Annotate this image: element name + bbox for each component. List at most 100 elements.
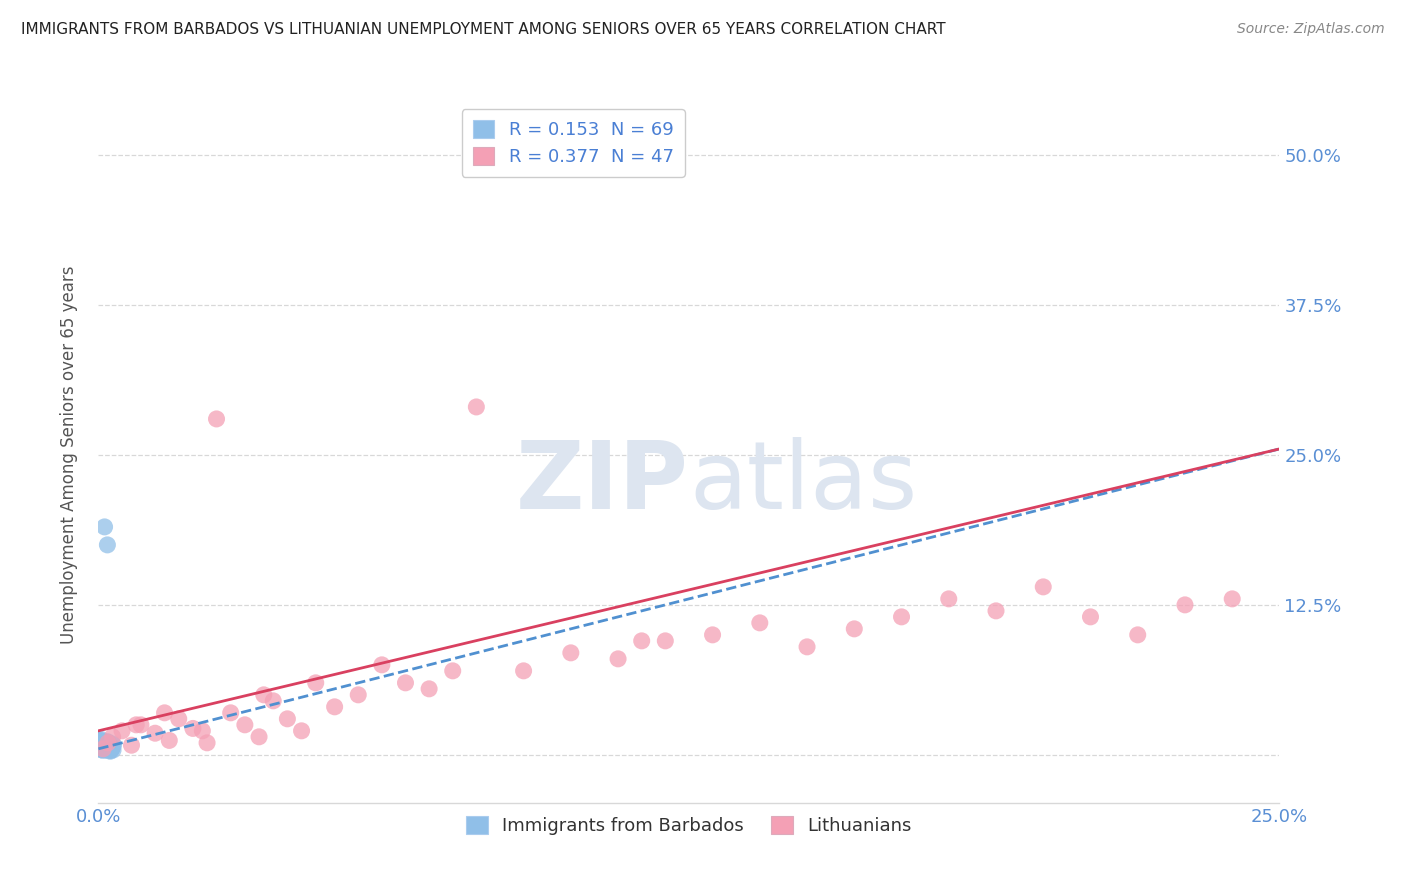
Text: ZIP: ZIP — [516, 437, 689, 529]
Y-axis label: Unemployment Among Seniors over 65 years: Unemployment Among Seniors over 65 years — [59, 266, 77, 644]
Point — [101, 730, 124, 744]
Point — [276, 712, 298, 726]
Point — [97, 738, 120, 752]
Point — [418, 681, 440, 696]
Point — [89, 734, 111, 748]
Point — [111, 723, 134, 738]
Point — [290, 723, 312, 738]
Point — [94, 736, 117, 750]
Point — [654, 633, 676, 648]
Point — [98, 737, 121, 751]
Point — [157, 733, 180, 747]
Point — [305, 676, 328, 690]
Point — [98, 743, 121, 757]
Point — [91, 741, 114, 756]
Point — [796, 640, 818, 654]
Point — [87, 733, 110, 747]
Point — [1032, 580, 1054, 594]
Point — [125, 718, 148, 732]
Point — [91, 740, 114, 755]
Point — [93, 738, 115, 752]
Point — [205, 412, 228, 426]
Point — [97, 738, 120, 752]
Point — [103, 738, 125, 752]
Point — [91, 743, 114, 757]
Point — [247, 730, 270, 744]
Point — [1174, 598, 1197, 612]
Point — [560, 646, 582, 660]
Text: IMMIGRANTS FROM BARBADOS VS LITHUANIAN UNEMPLOYMENT AMONG SENIORS OVER 65 YEARS : IMMIGRANTS FROM BARBADOS VS LITHUANIAN U… — [21, 22, 946, 37]
Point — [93, 737, 115, 751]
Point — [143, 726, 166, 740]
Point — [96, 538, 118, 552]
Point — [90, 737, 112, 751]
Point — [347, 688, 370, 702]
Point — [91, 737, 114, 751]
Point — [97, 736, 120, 750]
Point — [91, 739, 114, 754]
Point — [748, 615, 770, 630]
Point — [89, 736, 111, 750]
Point — [94, 740, 117, 755]
Point — [94, 743, 117, 757]
Point — [90, 740, 112, 755]
Point — [98, 743, 121, 757]
Point — [96, 741, 118, 756]
Point — [94, 740, 117, 755]
Point — [93, 741, 115, 756]
Point — [93, 738, 115, 752]
Point — [97, 736, 120, 750]
Point — [100, 739, 122, 754]
Point — [323, 699, 346, 714]
Point — [465, 400, 488, 414]
Point — [702, 628, 724, 642]
Point — [512, 664, 534, 678]
Point — [262, 694, 284, 708]
Point — [101, 740, 124, 755]
Point — [91, 739, 114, 754]
Point — [100, 741, 122, 756]
Point — [1126, 628, 1149, 642]
Point — [890, 610, 912, 624]
Point — [89, 739, 111, 754]
Point — [938, 591, 960, 606]
Point — [195, 736, 218, 750]
Point — [233, 718, 256, 732]
Point — [97, 740, 120, 755]
Point — [91, 743, 114, 757]
Point — [96, 738, 118, 752]
Point — [984, 604, 1007, 618]
Point — [371, 657, 394, 672]
Point — [96, 737, 118, 751]
Text: Source: ZipAtlas.com: Source: ZipAtlas.com — [1237, 22, 1385, 37]
Point — [98, 739, 121, 754]
Point — [94, 739, 117, 754]
Point — [100, 741, 122, 756]
Point — [100, 743, 122, 757]
Point — [97, 741, 120, 756]
Point — [153, 706, 176, 720]
Point — [96, 737, 118, 751]
Point — [90, 732, 112, 747]
Point — [253, 688, 276, 702]
Point — [94, 743, 117, 757]
Point — [167, 712, 190, 726]
Point — [100, 740, 122, 755]
Point — [90, 734, 112, 748]
Point — [93, 520, 115, 534]
Point — [96, 734, 118, 748]
Legend: Immigrants from Barbados, Lithuanians: Immigrants from Barbados, Lithuanians — [458, 809, 920, 842]
Point — [90, 734, 112, 748]
Point — [90, 741, 112, 756]
Text: atlas: atlas — [689, 437, 917, 529]
Point — [89, 733, 111, 747]
Point — [441, 664, 464, 678]
Point — [91, 739, 114, 754]
Point — [181, 722, 204, 736]
Point — [90, 736, 112, 750]
Point — [93, 741, 115, 756]
Point — [91, 738, 114, 752]
Point — [844, 622, 866, 636]
Point — [607, 652, 630, 666]
Point — [94, 738, 117, 752]
